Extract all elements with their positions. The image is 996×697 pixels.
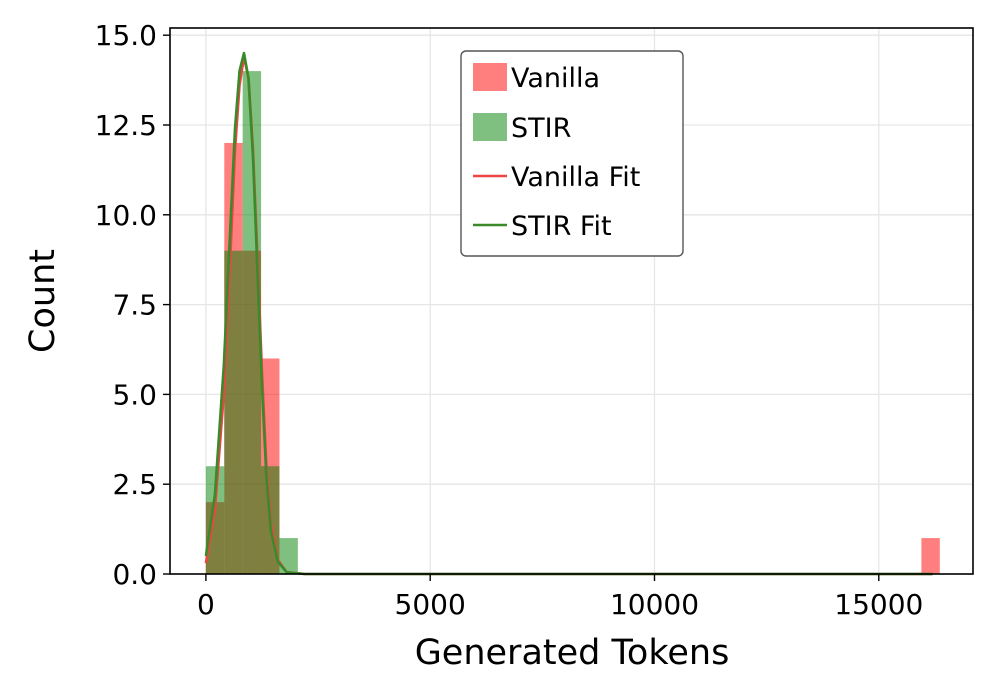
y-tick-label: 5.0 xyxy=(112,378,157,411)
fit-lines xyxy=(204,51,933,576)
legend-label: Vanilla xyxy=(511,63,600,94)
y-tick-label: 12.5 xyxy=(95,109,157,142)
bar-stir xyxy=(224,250,243,575)
legend-swatch-stir xyxy=(473,113,507,141)
y-tick-label: 0.0 xyxy=(112,558,157,591)
legend-label: STIR Fit xyxy=(511,211,612,242)
bar-vanilla xyxy=(921,538,940,574)
legend-swatch-vanilla xyxy=(473,63,507,91)
y-axis-label: Count xyxy=(23,249,63,353)
y-tick-label: 7.5 xyxy=(112,289,157,322)
y-tick-label: 2.5 xyxy=(112,468,157,501)
bar-stir xyxy=(279,538,298,574)
legend-box xyxy=(460,50,684,257)
bar-stir xyxy=(242,71,262,575)
legend: Vanilla STIR Vanilla Fit STIR Fit xyxy=(460,50,684,257)
x-axis-label: Generated Tokens xyxy=(415,633,730,673)
y-tick-label: 15.0 xyxy=(95,19,157,52)
y-tick-label: 10.0 xyxy=(95,199,157,232)
legend-label: STIR xyxy=(511,113,571,144)
legend-label: Vanilla Fit xyxy=(511,162,640,193)
x-tick-label: 15000 xyxy=(834,588,923,621)
line-stir-fit xyxy=(204,51,933,576)
plot-frame xyxy=(169,27,974,575)
x-tick-label: 5000 xyxy=(395,588,466,621)
x-tick-label: 0 xyxy=(197,588,215,621)
x-tick-label: 10000 xyxy=(610,588,699,621)
ticks: 0 5000 10000 15000 0.0 2.5 5.0 7.5 10.0 12.5 15.0 xyxy=(95,19,924,621)
bar-stir xyxy=(205,466,225,574)
